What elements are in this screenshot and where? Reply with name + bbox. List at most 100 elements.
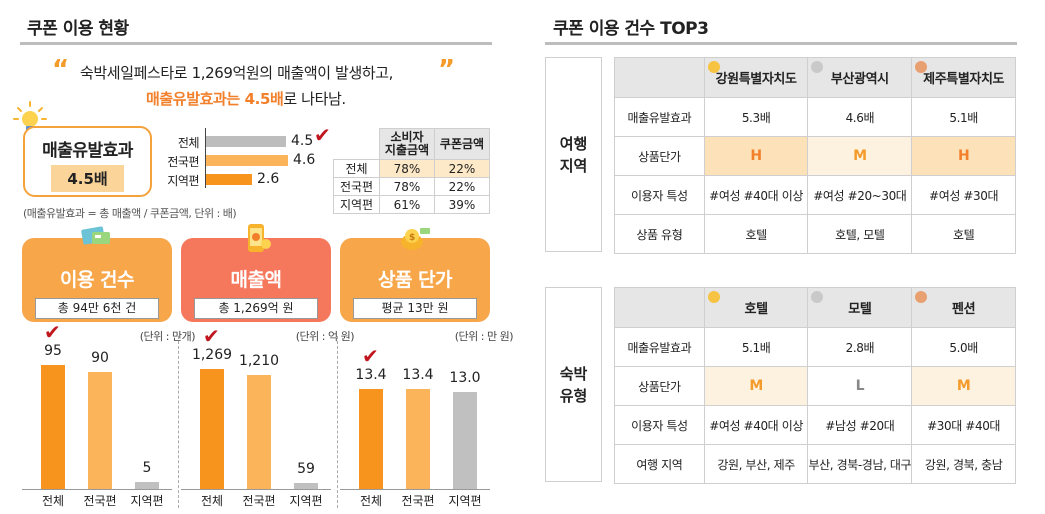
- quote-line-1: 숙박세일페스타로 1,269억원의 매출액이 발생하고,: [80, 64, 394, 82]
- spend-ratio-table: 소비자 지출금액 쿠폰금액 전체 78% 22% 전국편 78% 22% 지역편 61% 39%: [333, 128, 490, 214]
- quote-close-icon: ”: [438, 55, 456, 85]
- chart-bar: [200, 369, 224, 489]
- medal-icon: [707, 61, 720, 73]
- card-total: 총 1,269억 원: [194, 298, 318, 319]
- table-column-header: 호텔: [703, 287, 809, 328]
- price-grade-cell: M: [703, 366, 809, 406]
- mini-bar-value: 2.6: [257, 171, 280, 187]
- chart-value-label: 90: [91, 350, 109, 366]
- price-grade-cell: H: [703, 136, 809, 176]
- chart-bar: [135, 482, 159, 489]
- price-grade-cell: M: [807, 136, 913, 176]
- table-row: 매출유발효과 5.1배 2.8배 5.0배: [614, 327, 1016, 367]
- medal-icon: [707, 291, 720, 303]
- card-total: 평균 13만 원: [353, 298, 477, 319]
- check-mark-icon: ✔: [203, 324, 220, 348]
- chart-baseline: [340, 489, 490, 490]
- price-grade-cell: M: [911, 366, 1016, 406]
- chart-bar: [88, 372, 112, 489]
- column-label: 강원특별자치도: [715, 72, 797, 87]
- table-cell: 강원, 경북, 충남: [911, 444, 1016, 484]
- table-row: 이용자 특성 #여성 #40대 이상 #남성 #20대 #30대 #40대: [614, 405, 1016, 445]
- chart-category-label: 지역편: [289, 494, 323, 508]
- table-column-header: 강원특별자치도: [703, 57, 809, 98]
- chart-baseline: [22, 489, 172, 490]
- spend-table-row-label: 지역편: [333, 195, 380, 214]
- table-row: 이용자 특성 #여성 #40대 이상 #여성 #20~30대 #여성 #30대: [614, 175, 1016, 215]
- mini-bar-row: 전체 4.5: [165, 132, 335, 150]
- mini-axis: [205, 128, 206, 188]
- group-label-box: 숙박 유형: [545, 287, 602, 482]
- left-title-rule: [20, 42, 492, 45]
- chart-unit-label: (단위 : 억 원): [295, 330, 355, 343]
- table-cell: 호텔, 모텔: [807, 214, 913, 254]
- chart-bar: [453, 392, 477, 489]
- chart-value-label: 95: [44, 343, 62, 359]
- table-cell: 2.8배: [807, 327, 913, 367]
- table-cell: #여성 #40대 이상: [703, 405, 809, 445]
- row-header: 이용자 특성: [614, 175, 705, 215]
- medal-icon: [811, 291, 824, 303]
- table-corner: [614, 57, 705, 98]
- phone-coin-icon: [239, 222, 273, 260]
- chart-category-label: 지역편: [130, 494, 164, 508]
- chart-value-label: 13.4: [402, 367, 434, 383]
- medal-icon: [915, 61, 928, 73]
- spend-table-cell: 61%: [379, 195, 435, 214]
- chart-category-label: 전국편: [83, 494, 117, 508]
- quote-rest: 로 나타남.: [283, 90, 346, 108]
- column-label: 모텔: [848, 302, 872, 317]
- table-row: 상품단가 H M H: [614, 136, 1016, 176]
- right-title-rule: [545, 42, 1017, 45]
- group-label: 여행 지역: [559, 135, 588, 175]
- table-row: 상품단가 M L M: [614, 366, 1016, 406]
- row-header: 매출유발효과: [614, 327, 705, 367]
- top3-table: 강원특별자치도 부산광역시 제주특별자치도 매출유발효과 5.3배 4.6배 5.1배 상품단…: [614, 57, 1016, 254]
- mini-bar-row: 지역편 2.6: [165, 170, 335, 188]
- money-icon: $: [398, 222, 432, 256]
- mini-bar-label: 전체: [177, 136, 200, 150]
- left-section-title: 쿠폰 이용 현황: [27, 19, 129, 39]
- mini-bar-chart: 전체 4.5 전국편 4.6 지역편 2.6: [165, 128, 335, 190]
- mini-bar-value: 4.5: [291, 133, 314, 149]
- table-cell: 5.0배: [911, 327, 1016, 367]
- medal-icon: [811, 61, 824, 73]
- medal-icon: [915, 291, 928, 303]
- chart-bar: [294, 483, 318, 489]
- summary-card: 상품 단가 평균 13만 원: [340, 238, 490, 322]
- chart-category-label: 전체: [41, 494, 65, 508]
- table-row: 매출유발효과 5.3배 4.6배 5.1배: [614, 97, 1016, 137]
- table-cell: 호텔: [911, 214, 1016, 254]
- chart-bar: [359, 389, 383, 489]
- table-row: 상품 유형 호텔 호텔, 모텔 호텔: [614, 214, 1016, 254]
- card-icon: [80, 222, 114, 254]
- svg-text:$: $: [409, 233, 415, 243]
- mini-bar: [206, 155, 288, 166]
- check-mark-icon: ✔: [314, 123, 331, 147]
- table-cell: 호텔: [703, 214, 809, 254]
- table-column-header: 부산광역시: [807, 57, 913, 98]
- mini-bar-value: 4.6: [293, 152, 316, 168]
- chart-category-label: 전체: [359, 494, 383, 508]
- chart-category-label: 전국편: [242, 494, 276, 508]
- group-label-box: 여행 지역: [545, 57, 602, 252]
- summary-card: 이용 건수 총 94만 6천 건: [22, 238, 172, 322]
- chart-bar: [247, 375, 271, 489]
- row-header: 상품단가: [614, 136, 705, 176]
- mini-bar-label: 전국편: [167, 155, 199, 169]
- chart-value-label: 5: [142, 460, 152, 476]
- row-header: 이용자 특성: [614, 405, 705, 445]
- card-title: 이용 건수: [59, 269, 135, 291]
- table-column-header: 모텔: [807, 287, 913, 328]
- table-cell: 부산, 경북-경남, 대구: [807, 444, 913, 484]
- table-row: 여행 지역 강원, 부산, 제주 부산, 경북-경남, 대구 강원, 경북, 충남: [614, 444, 1016, 484]
- chart-category-label: 전국편: [401, 494, 435, 508]
- spend-table-row-label: 전체: [333, 159, 380, 178]
- chart-value-label: 59: [297, 461, 315, 477]
- table-cell: #여성 #30대: [911, 175, 1016, 215]
- spend-table-cell: 22%: [434, 177, 490, 196]
- table-cell: 4.6배: [807, 97, 913, 137]
- lightbulb-icon: [12, 100, 48, 140]
- table-cell: #남성 #20대: [807, 405, 913, 445]
- price-grade-cell: L: [807, 366, 913, 406]
